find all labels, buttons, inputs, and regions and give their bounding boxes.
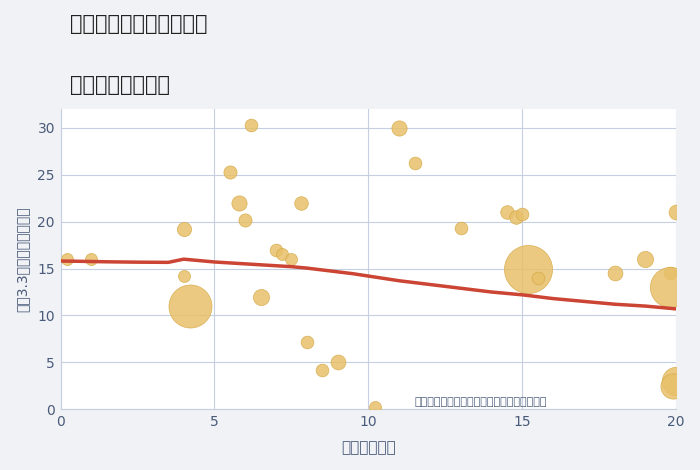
- Point: [61, 255, 72, 263]
- Point: [234, 199, 245, 207]
- Point: [332, 359, 343, 366]
- Point: [664, 269, 676, 277]
- Point: [85, 255, 97, 263]
- Point: [369, 403, 380, 410]
- Point: [316, 366, 328, 374]
- Point: [295, 199, 307, 207]
- Point: [255, 293, 266, 300]
- Point: [224, 168, 235, 176]
- Point: [671, 377, 682, 385]
- Point: [501, 209, 512, 216]
- Y-axis label: 坪（3.3㎡）単価（万円）: 坪（3.3㎡）単価（万円）: [15, 206, 29, 312]
- Point: [523, 265, 534, 272]
- Point: [184, 302, 195, 310]
- Point: [609, 269, 620, 277]
- Text: 三重県四日市市西山町の: 三重県四日市市西山町の: [70, 14, 207, 34]
- Point: [664, 283, 676, 291]
- Point: [510, 213, 522, 221]
- Point: [178, 226, 189, 233]
- Point: [178, 272, 189, 280]
- Point: [239, 216, 251, 224]
- Point: [640, 255, 651, 263]
- Point: [409, 160, 420, 167]
- Point: [517, 211, 528, 218]
- Point: [246, 121, 257, 129]
- Point: [393, 124, 405, 132]
- Point: [671, 209, 682, 216]
- Point: [301, 338, 312, 345]
- Point: [532, 274, 543, 282]
- Point: [455, 225, 466, 232]
- Point: [270, 246, 281, 253]
- Point: [668, 382, 679, 390]
- Text: 円の大きさは、取引のあった物件面積を示す: 円の大きさは、取引のあった物件面積を示す: [414, 397, 547, 407]
- Text: 駅距離別土地価格: 駅距離別土地価格: [70, 75, 170, 95]
- X-axis label: 駅距離（分）: 駅距離（分）: [341, 440, 395, 455]
- Point: [276, 251, 288, 258]
- Point: [286, 255, 297, 263]
